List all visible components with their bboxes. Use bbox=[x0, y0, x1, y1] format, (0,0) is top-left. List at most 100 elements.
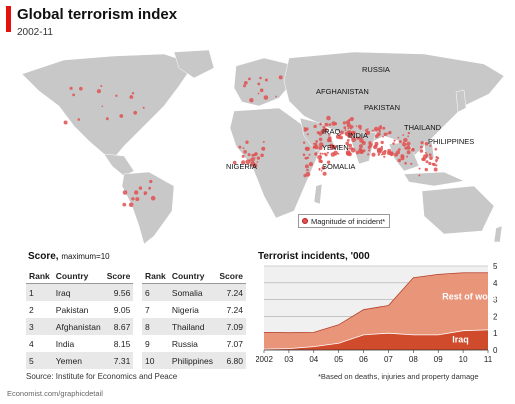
incident-dot bbox=[264, 78, 268, 82]
incident-dot bbox=[142, 106, 145, 109]
map-label-philippines: PHILIPPINES bbox=[428, 137, 474, 146]
new-zealand bbox=[493, 225, 503, 243]
incident-dot bbox=[373, 126, 379, 132]
incident-dot bbox=[243, 150, 247, 154]
incident-dot bbox=[138, 186, 143, 190]
incident-dot bbox=[319, 122, 322, 126]
incident-dot bbox=[379, 150, 382, 153]
incident-dot bbox=[122, 202, 127, 207]
incident-dot bbox=[128, 202, 134, 208]
rank-cell: 5 bbox=[26, 352, 53, 369]
incident-dot bbox=[407, 135, 409, 138]
incident-dot bbox=[358, 124, 362, 129]
incident-dot bbox=[347, 127, 350, 130]
country-cell: Pakistan bbox=[55, 304, 89, 315]
table-row: 1 Iraq 9.56 bbox=[26, 283, 134, 301]
incident-dot bbox=[418, 174, 421, 177]
incident-dot bbox=[349, 117, 354, 121]
incident-dot bbox=[328, 133, 331, 136]
map-label-yemen: YEMEN bbox=[322, 143, 349, 152]
map-label-pakistan: PAKISTAN bbox=[364, 103, 400, 112]
incident-dot bbox=[326, 160, 331, 164]
incident-dot bbox=[338, 137, 341, 139]
column-header-country: Country bbox=[52, 268, 104, 284]
incident-dot bbox=[434, 147, 438, 151]
y-tick-label: 3 bbox=[493, 296, 498, 305]
incident-dot bbox=[424, 141, 429, 146]
incident-dot bbox=[350, 147, 356, 153]
page-subtitle: 2002-11 bbox=[17, 27, 53, 38]
table-row: 10 Philippines 6.80 bbox=[142, 352, 246, 369]
incident-dot bbox=[350, 125, 354, 129]
rank-cell: 4 bbox=[29, 338, 34, 349]
incident-dot bbox=[339, 133, 342, 136]
map-label-nigeria: NIGERIA bbox=[226, 162, 257, 171]
australia bbox=[421, 185, 495, 235]
incident-dot bbox=[402, 134, 405, 136]
incident-dot bbox=[339, 130, 344, 135]
page-title: Global terrorism index bbox=[17, 6, 178, 23]
table-row: 3 Afghanistan 8.67 bbox=[26, 318, 134, 335]
map-labels: RUSSIA AFGHANISTAN PAKISTAN IRAQ INDIA T… bbox=[226, 65, 474, 171]
incident-dot bbox=[232, 160, 237, 165]
incident-dot bbox=[333, 150, 338, 156]
score-cell: 7.31 bbox=[103, 352, 134, 369]
y-tick-label: 5 bbox=[493, 262, 498, 271]
incident-dot bbox=[312, 145, 316, 149]
incident-dot bbox=[122, 190, 128, 195]
incident-dot bbox=[314, 152, 318, 155]
y-tick-label: 4 bbox=[493, 279, 498, 288]
rank-cell: 9 bbox=[145, 338, 150, 349]
incident-dot bbox=[435, 164, 438, 167]
incident-dot bbox=[343, 126, 347, 130]
incident-dot bbox=[362, 149, 366, 153]
incident-dot bbox=[424, 167, 428, 172]
incident-dot bbox=[435, 156, 438, 159]
incident-dot bbox=[250, 157, 255, 162]
incident-dot bbox=[326, 151, 329, 154]
incident-dot bbox=[420, 141, 424, 145]
x-tick-label: 03 bbox=[284, 355, 293, 364]
incident-dot bbox=[105, 117, 109, 121]
incident-dot bbox=[337, 152, 340, 155]
incident-dot bbox=[305, 146, 310, 151]
incident-dot bbox=[251, 153, 255, 157]
incident-dot bbox=[406, 145, 411, 150]
score-cell: 7.09 bbox=[216, 318, 246, 335]
incident-dot bbox=[257, 92, 260, 95]
incident-dot bbox=[419, 149, 424, 153]
credit-link[interactable]: Economist.com/graphicdetail bbox=[7, 389, 103, 398]
score-cell: 6.80 bbox=[216, 352, 246, 369]
incident-dot bbox=[115, 94, 118, 97]
incident-dot bbox=[79, 86, 83, 91]
incident-dot bbox=[304, 156, 308, 160]
incident-dot bbox=[419, 145, 423, 149]
madagascar bbox=[313, 183, 323, 205]
area-rest-of-world bbox=[264, 272, 488, 350]
incident-dot bbox=[149, 179, 153, 184]
incident-dot bbox=[367, 153, 370, 156]
y-tick-label: 0 bbox=[493, 346, 498, 355]
incident-dot bbox=[392, 142, 395, 145]
incident-dot bbox=[352, 130, 356, 135]
japan bbox=[455, 89, 467, 113]
score-cell: 7.07 bbox=[226, 338, 243, 349]
x-tick-label: 04 bbox=[309, 355, 318, 364]
incident-dot bbox=[342, 121, 346, 125]
incident-dot bbox=[63, 120, 68, 125]
incident-dot bbox=[256, 156, 261, 160]
incident-dot bbox=[247, 153, 251, 157]
incident-dot bbox=[344, 131, 350, 137]
score-table-right: Rank Country Score 6 Somalia 7.24 7 Nigeria… bbox=[142, 268, 246, 369]
incident-dot bbox=[376, 147, 381, 152]
score-cell: 8.67 bbox=[103, 318, 134, 335]
score-cell: 7.24 bbox=[216, 283, 246, 301]
table-row: 7 Nigeria 7.24 bbox=[142, 301, 246, 318]
table-row: 5 Yemen 7.31 bbox=[26, 352, 134, 369]
incident-dot bbox=[435, 160, 438, 163]
incident-dot bbox=[318, 167, 321, 171]
incident-dot bbox=[373, 145, 378, 150]
column-header-country: Country bbox=[168, 268, 217, 284]
incident-dot bbox=[318, 142, 324, 147]
incident-dot bbox=[429, 144, 432, 147]
